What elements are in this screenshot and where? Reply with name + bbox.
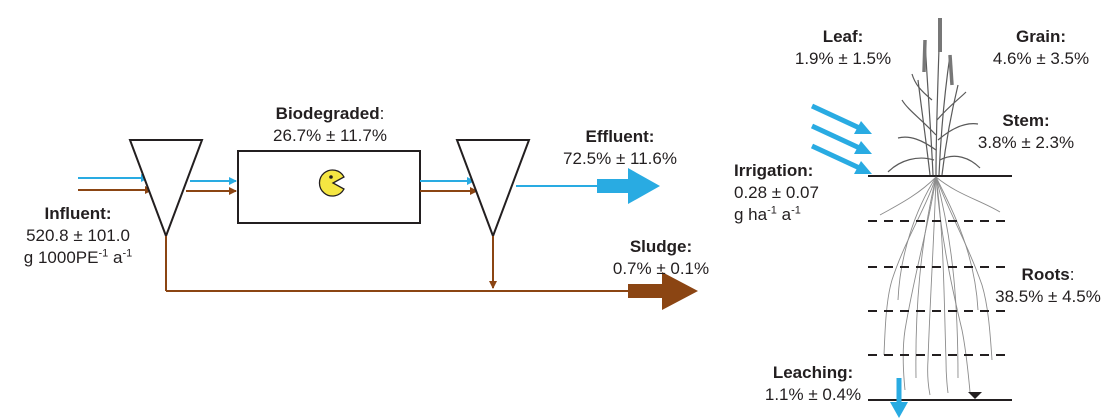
leaching-title: Leaching: [772, 363, 854, 382]
grain-value: 4.6% ± 3.5% [992, 49, 1090, 68]
root-system [879, 176, 1001, 396]
effluent-label: Effluent: 72.5% ± 11.6% [540, 126, 700, 170]
irrigation-unit: g ha-1 a-1 [734, 204, 801, 224]
irrigation-arrow-3 [810, 143, 868, 174]
leaching-label: Leaching: 1.1% ± 0.4% [752, 362, 874, 406]
leaf-value: 1.9% ± 1.5% [794, 49, 892, 68]
irrigation-title: Irrigation: [734, 161, 814, 180]
irrigation-arrowhead-3 [854, 161, 872, 174]
pacman-icon [318, 169, 345, 197]
sludge-value: 0.7% ± 0.1% [612, 259, 710, 278]
influent-title: Influent: [44, 204, 112, 223]
influent-value: 520.8 ± 101.0 [26, 226, 130, 245]
grain-label: Grain: 4.6% ± 3.5% [974, 26, 1108, 70]
sludge-label: Sludge: 0.7% ± 0.1% [586, 236, 736, 280]
biodegraded-label: Biodegraded: 26.7% ± 11.7% [273, 104, 387, 145]
influent-unit: g 1000PE-1 a-1 [23, 247, 133, 267]
sludge-title: Sludge: [629, 237, 693, 256]
effluent-arrow [597, 168, 660, 204]
roots-title: Roots [1021, 265, 1070, 284]
roots-label: Roots: 38.5% ± 4.5% [995, 265, 1101, 306]
water-table-marker [968, 392, 982, 399]
pacman-eye [329, 175, 333, 179]
stem-label: Stem: 3.8% ± 2.3% [960, 110, 1092, 154]
grain-title: Grain: [1015, 27, 1067, 46]
irrigation-arrowhead-2 [854, 141, 872, 154]
biological-reactor [237, 150, 421, 224]
secondary-clarifier [455, 139, 531, 239]
stem-title: Stem: [1002, 111, 1050, 130]
leaf-label: Leaf: 1.9% ± 1.5% [778, 26, 908, 70]
biodegraded-title: Biodegraded [275, 104, 380, 123]
irrigation-value: 0.28 ± 0.07 [734, 183, 819, 202]
effluent-value: 72.5% ± 11.6% [563, 149, 677, 168]
roots-value: 38.5% ± 4.5% [995, 287, 1101, 306]
irrigation-arrow-1 [810, 103, 868, 134]
effluent-title: Effluent: [585, 127, 655, 146]
leaching-value: 1.1% ± 0.4% [764, 385, 862, 404]
wheat-plant-icon [887, 17, 981, 176]
stem-value: 3.8% ± 2.3% [977, 133, 1075, 152]
leaf-title: Leaf: [822, 27, 864, 46]
biodegraded-value: 26.7% ± 11.7% [273, 126, 387, 145]
irrigation-arrowhead-1 [854, 121, 872, 134]
irrigation-label: Irrigation: 0.28 ± 0.07 g ha-1 a-1 [734, 160, 854, 226]
primary-clarifier [128, 139, 204, 239]
irrigation-arrow-2 [810, 123, 868, 154]
leaching-arrowhead [890, 402, 908, 418]
sludge-arrow [628, 272, 698, 310]
influent-label: Influent: 520.8 ± 101.0 g 1000PE-1 a-1 [8, 203, 148, 269]
